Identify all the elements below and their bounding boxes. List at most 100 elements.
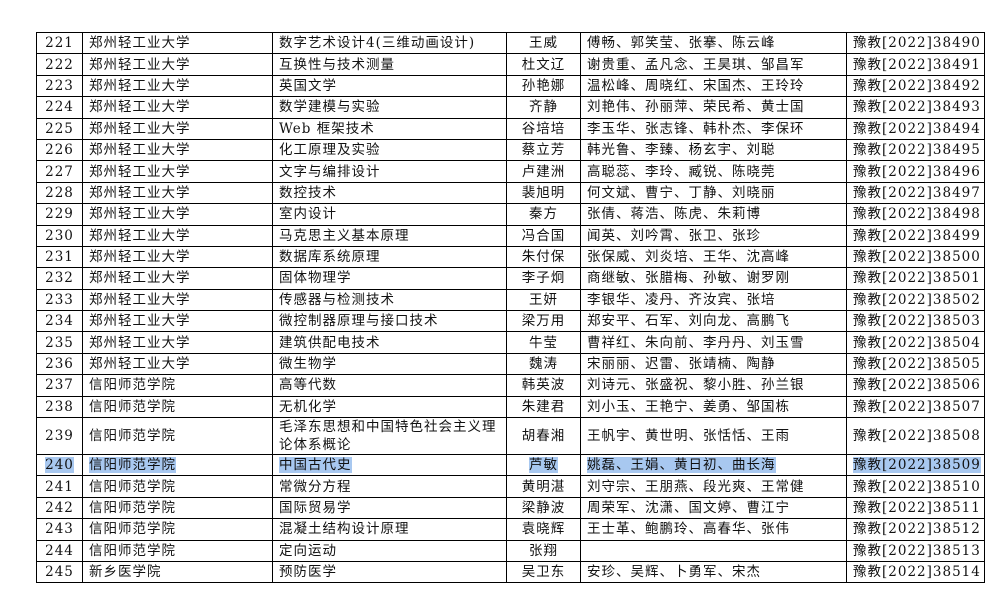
table-row: 227 郑州轻工业大学 文字与编排设计 卢建洲 高聪蕊、李玲、臧锐、陈晓莞 豫教[2022… xyxy=(36,160,985,183)
row-number: 241 xyxy=(45,478,74,495)
school: 郑州轻工业大学 xyxy=(89,77,191,94)
school-cell: 信阳师范学院 xyxy=(82,374,273,397)
row-number-cell: 244 xyxy=(36,539,83,562)
school-cell: 郑州轻工业大学 xyxy=(82,160,273,183)
approval-number: 豫教[2022]38508 xyxy=(853,428,981,445)
row-number-cell: 223 xyxy=(36,74,83,98)
leader-cell: 卢建洲 xyxy=(506,160,581,183)
course: Web 框架技术 xyxy=(279,120,375,137)
members-cell: 王帆宇、黄世明、张恬恬、王雨 xyxy=(580,417,847,456)
course-cell: 微控制器原理与接口技术 xyxy=(272,310,507,333)
members: 张保威、刘炎培、王华、沈高峰 xyxy=(587,249,790,266)
members-cell: 傅畅、郭笑莹、张搴、陈云峰 xyxy=(580,31,847,55)
leader: 卢建洲 xyxy=(521,163,566,180)
table-row: 225 郑州轻工业大学 Web 框架技术 谷培培 李玉华、张志锋、韩朴杰、李保环 豫教[2… xyxy=(36,117,985,140)
leader: 裴旭明 xyxy=(521,184,566,201)
school-cell: 郑州轻工业大学 xyxy=(82,203,273,226)
row-number: 230 xyxy=(45,227,74,244)
members-cell: 郑安平、石军、刘向龙、高鹏飞 xyxy=(580,310,847,333)
leader: 杜文辽 xyxy=(521,56,566,73)
approval-number-cell: 豫教[2022]38498 xyxy=(846,203,985,226)
course-cell: 数控技术 xyxy=(272,181,507,205)
course-cell: 国际贸易学 xyxy=(272,496,507,520)
members: 何文斌、曹宁、丁静、刘晓丽 xyxy=(587,184,776,201)
table-body: 221 郑州轻工业大学 数字艺术设计4(三维动画设计) 王威 傅畅、郭笑莹、张搴、陈云峰… xyxy=(36,31,985,584)
approval-number: 豫教[2022]38511 xyxy=(853,500,981,516)
leader: 胡春湘 xyxy=(521,428,566,445)
leader-cell: 裴旭明 xyxy=(506,181,581,205)
course: 马克思主义基本原理 xyxy=(279,227,410,244)
course: 定向运动 xyxy=(279,542,337,559)
approval-number-cell: 豫教[2022]38492 xyxy=(846,74,985,98)
leader-cell: 朱建君 xyxy=(506,395,581,419)
leader-cell: 吴卫东 xyxy=(506,560,581,584)
school: 郑州轻工业大学 xyxy=(89,291,191,308)
approval-number-cell: 豫教[2022]38507 xyxy=(846,395,985,419)
members: 安珍、吴辉、卜勇军、宋杰 xyxy=(587,564,761,581)
row-number: 239 xyxy=(45,428,74,445)
leader: 梁静波 xyxy=(521,500,566,516)
approval-number: 豫教[2022]38514 xyxy=(853,564,981,581)
approval-number: 豫教[2022]38505 xyxy=(853,356,981,373)
course-cell: 数字艺术设计4(三维动画设计) xyxy=(272,31,507,55)
approval-number: 豫教[2022]38504 xyxy=(853,334,981,351)
leader: 王妍 xyxy=(529,291,558,308)
leader-cell: 张翔 xyxy=(506,539,581,562)
row-number: 226 xyxy=(45,142,74,159)
course: 化工原理及实验 xyxy=(279,142,381,159)
course: 数控技术 xyxy=(279,184,337,201)
table-row: 243 信阳师范学院 混凝土结构设计原理 袁晓辉 王士革、鲍鹏玲、高春华、张伟 豫教[20… xyxy=(36,518,985,541)
course: 毛泽东思想和中国特色社会主义理论体系概论 xyxy=(279,419,497,454)
row-number-cell: 232 xyxy=(36,267,83,290)
course-cell: 中国古代史 xyxy=(272,454,507,477)
school-cell: 郑州轻工业大学 xyxy=(82,53,273,76)
table-row: 229 郑州轻工业大学 室内设计 秦方 张倩、蒋浩、陈虎、朱莉博 豫教[2022]3849… xyxy=(36,203,985,226)
course: 数字艺术设计4(三维动画设计) xyxy=(279,35,476,52)
leader-cell: 梁静波 xyxy=(506,496,581,520)
table-row: 236 郑州轻工业大学 微生物学 魏涛 宋丽丽、迟雷、张靖楠、陶静 豫教[2022]385… xyxy=(36,352,985,376)
members: 姚磊、王娟、黄日初、曲长海 xyxy=(587,457,776,474)
school-cell: 信阳师范学院 xyxy=(82,539,273,562)
school: 信阳师范学院 xyxy=(89,377,176,394)
course: 室内设计 xyxy=(279,206,337,223)
leader-cell: 孙艳娜 xyxy=(506,74,581,98)
course: 数据库系统原理 xyxy=(279,249,381,266)
approval-number-cell: 豫教[2022]38501 xyxy=(846,267,985,290)
members-cell: 温松峰、周晓红、宋国杰、王玲玲 xyxy=(580,74,847,98)
school-cell: 新乡医学院 xyxy=(82,560,273,584)
leader-cell: 齐静 xyxy=(506,96,581,119)
members-cell: 李银华、凌丹、齐汝宾、张培 xyxy=(580,288,847,312)
approval-number-cell: 豫教[2022]38491 xyxy=(846,53,985,76)
row-number-cell: 225 xyxy=(36,117,83,140)
leader-cell: 黄明湛 xyxy=(506,475,581,498)
members-cell: 刘小玉、王艳宁、姜勇、邹国栋 xyxy=(580,395,847,419)
course: 预防医学 xyxy=(279,564,337,581)
school: 郑州轻工业大学 xyxy=(89,270,191,287)
table-row: 235 郑州轻工业大学 建筑供配电技术 牛莹 曹祥红、朱向前、李丹丹、刘玉雪 豫教[202… xyxy=(36,331,985,354)
row-number: 229 xyxy=(45,206,74,223)
row-number-cell: 242 xyxy=(36,496,83,520)
members-cell: 张保威、刘炎培、王华、沈高峰 xyxy=(580,245,847,269)
approval-number: 豫教[2022]38496 xyxy=(853,163,981,180)
leader-cell: 牛莹 xyxy=(506,331,581,354)
leader: 袁晓辉 xyxy=(521,521,566,538)
approval-number-cell: 豫教[2022]38505 xyxy=(846,352,985,376)
school: 信阳师范学院 xyxy=(89,542,176,559)
row-number: 244 xyxy=(45,542,74,559)
leader: 齐静 xyxy=(529,99,558,116)
leader: 秦方 xyxy=(529,206,558,223)
course: 建筑供配电技术 xyxy=(279,334,381,351)
approval-number: 豫教[2022]38503 xyxy=(853,313,981,330)
approval-number-cell: 豫教[2022]38512 xyxy=(846,518,985,541)
leader-cell: 秦方 xyxy=(506,203,581,226)
members: 刘诗元、张盛祝、黎小胜、孙兰银 xyxy=(587,377,805,394)
members: 韩光鲁、李臻、杨玄宇、刘聪 xyxy=(587,142,776,159)
course: 英国文学 xyxy=(279,77,337,94)
members-cell: 安珍、吴辉、卜勇军、宋杰 xyxy=(580,560,847,584)
leader: 魏涛 xyxy=(529,356,558,373)
approval-number-cell: 豫教[2022]38506 xyxy=(846,374,985,397)
school: 信阳师范学院 xyxy=(89,457,176,474)
approval-number: 豫教[2022]38498 xyxy=(853,206,981,223)
row-number: 231 xyxy=(45,249,74,266)
